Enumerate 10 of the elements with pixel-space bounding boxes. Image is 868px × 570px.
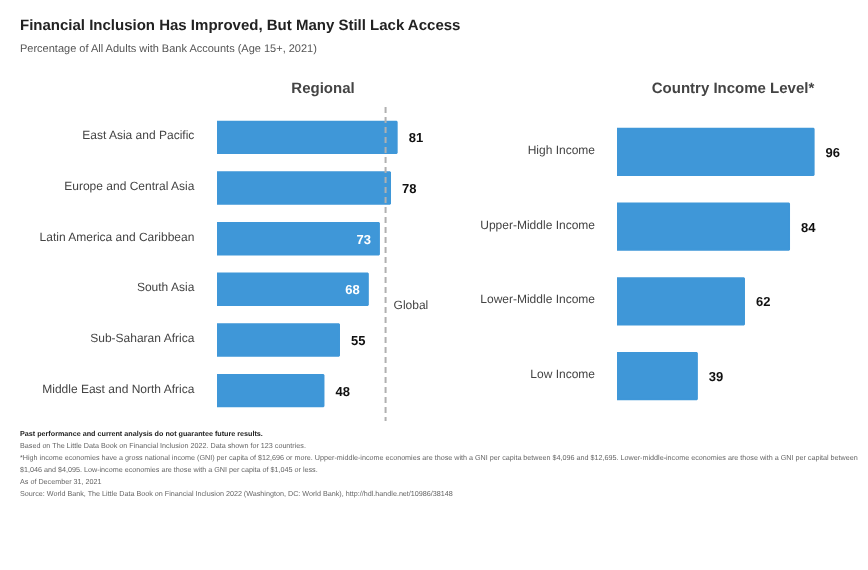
bar [617, 127, 815, 177]
bar [217, 373, 325, 408]
bar [217, 120, 398, 155]
bar [617, 202, 791, 251]
bar [617, 351, 698, 401]
bar [617, 277, 745, 326]
bar [217, 323, 340, 357]
bar [217, 221, 380, 256]
bar [217, 171, 392, 205]
bar [217, 272, 369, 307]
